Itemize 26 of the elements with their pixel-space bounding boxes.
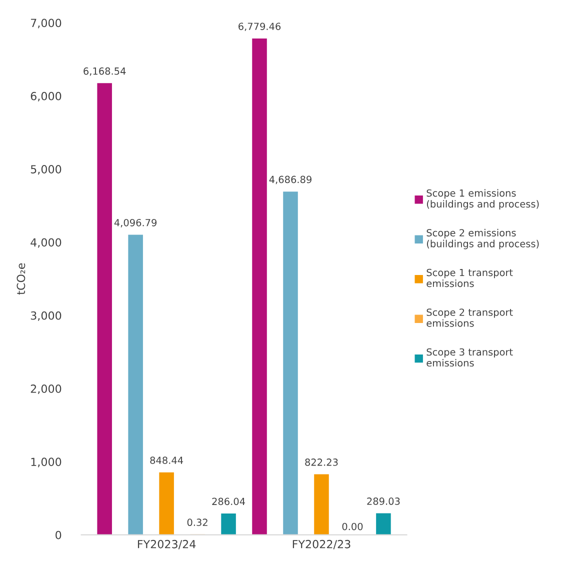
- y-axis-title: tCO₂e: [16, 263, 26, 295]
- data-label: 4,686.89: [269, 176, 312, 184]
- x-tick-label: FY2023/24: [138, 540, 196, 550]
- data-label: 6,168.54: [84, 67, 126, 76]
- legend-label: Scope 2 transport emissions: [426, 308, 513, 327]
- y-tick-label: 5,000: [30, 165, 62, 175]
- y-tick-label: 1,000: [31, 458, 62, 468]
- data-label: 286.04: [212, 498, 245, 506]
- data-label: 4,096.79: [114, 218, 157, 228]
- data-label: 289.03: [367, 498, 400, 505]
- legend-label: Scope 1 transport emissions: [426, 268, 513, 288]
- y-tick-label: 4,000: [30, 238, 62, 248]
- y-tick-label: 7,000: [31, 18, 62, 28]
- data-label: 0.32: [187, 518, 208, 526]
- data-label: 0.00: [342, 522, 363, 530]
- legend-label: Scope 2 emissions (buildings and process): [426, 228, 539, 250]
- x-tick-label: FY2022/23: [292, 540, 350, 550]
- y-tick-label: 0: [56, 530, 62, 540]
- y-tick-label: 2,000: [30, 384, 62, 394]
- data-label: 6,779.46: [238, 22, 281, 32]
- legend-label: Scope 3 transport emissions: [426, 348, 513, 367]
- y-tick-label: 6,000: [30, 92, 62, 102]
- legend-label: Scope 1 emissions (buildings and process): [426, 189, 539, 210]
- y-tick-label: 3,000: [30, 311, 62, 321]
- data-label: 848.44: [150, 456, 184, 464]
- data-label: 822.23: [305, 458, 338, 466]
